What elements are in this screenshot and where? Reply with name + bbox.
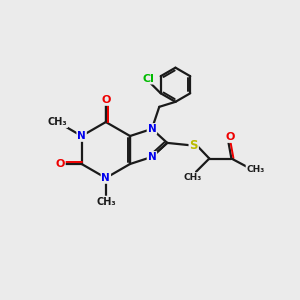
Text: CH₃: CH₃ [184,173,202,182]
Text: CH₃: CH₃ [96,196,116,206]
Text: S: S [190,139,198,152]
Text: O: O [56,159,65,169]
Text: N: N [148,152,156,162]
Text: CH₃: CH₃ [48,117,67,127]
Text: N: N [101,173,110,183]
Text: N: N [77,131,86,141]
Text: O: O [225,132,235,142]
Text: N: N [148,124,156,134]
Text: CH₃: CH₃ [246,165,265,174]
Text: O: O [101,95,110,105]
Text: Cl: Cl [143,74,155,84]
